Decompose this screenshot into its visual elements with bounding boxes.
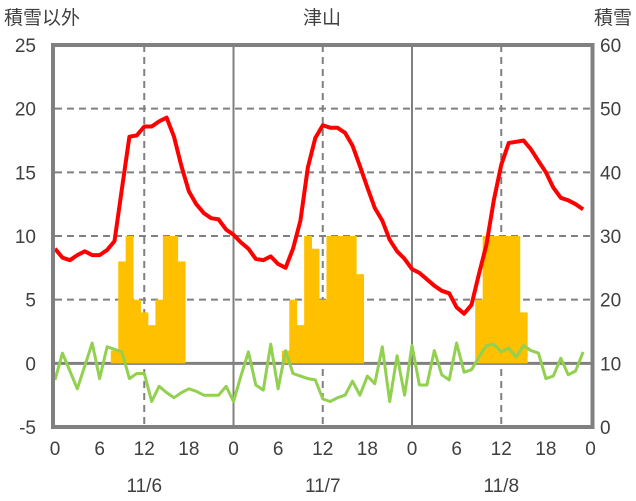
right-tick-label: 0 xyxy=(600,418,611,439)
left-tick-label: 20 xyxy=(15,100,36,121)
right-tick-label: 50 xyxy=(600,100,621,121)
right-tick-label: 10 xyxy=(600,354,621,375)
bar xyxy=(333,236,342,364)
bar xyxy=(140,312,149,364)
plot-frame xyxy=(51,43,595,429)
plot-border xyxy=(51,43,595,429)
x-hour-tick-label: 0 xyxy=(228,439,239,460)
date-label: 11/7 xyxy=(305,476,341,497)
bar xyxy=(326,236,335,364)
bar xyxy=(170,236,179,364)
x-hour-tick-label: 6 xyxy=(94,439,105,460)
bar xyxy=(497,236,506,364)
left-tick-label: -5 xyxy=(19,418,36,439)
right-tick-label: 20 xyxy=(600,291,621,312)
bar xyxy=(162,236,171,364)
left-axis-label: 積雪以外 xyxy=(4,7,80,29)
bar xyxy=(311,248,320,364)
x-hour-tick-label: 18 xyxy=(357,439,378,460)
x-hour-tick-label: 0 xyxy=(407,439,418,460)
bar xyxy=(155,299,164,364)
right-axis-label: 積雪 xyxy=(594,7,632,29)
left-tick-label: 10 xyxy=(15,227,36,248)
bar xyxy=(504,236,513,364)
bar xyxy=(125,236,134,364)
bar xyxy=(512,236,521,364)
line-series xyxy=(53,115,585,403)
bar xyxy=(490,236,498,364)
x-hour-tick-label: 12 xyxy=(312,439,333,460)
bar xyxy=(296,325,305,364)
left-tick-label: 15 xyxy=(15,163,36,184)
right-tick-label: 30 xyxy=(600,227,621,248)
x-hour-tick-label: 6 xyxy=(451,439,462,460)
green-line xyxy=(53,341,585,403)
bar xyxy=(341,236,350,364)
bar xyxy=(177,261,186,364)
x-hour-tick-label: 12 xyxy=(491,439,512,460)
bar xyxy=(133,299,141,364)
left-tick-label: 5 xyxy=(25,291,36,312)
bar xyxy=(289,299,298,364)
bar xyxy=(147,325,156,364)
bar xyxy=(356,274,365,364)
x-hour-tick-label: 6 xyxy=(273,439,284,460)
date-label: 11/8 xyxy=(483,476,519,497)
bar xyxy=(475,299,484,364)
bar xyxy=(110,350,119,364)
right-tick-label: 60 xyxy=(600,36,621,57)
left-tick-label: 25 xyxy=(15,36,36,57)
bar xyxy=(482,236,491,364)
x-hour-tick-label: 18 xyxy=(535,439,556,460)
x-hour-tick-label: 18 xyxy=(178,439,199,460)
x-hour-tick-label: 0 xyxy=(585,439,596,460)
bar xyxy=(319,299,327,364)
bar xyxy=(348,236,357,364)
bar xyxy=(519,312,528,364)
bar xyxy=(304,236,312,364)
x-hour-tick-label: 12 xyxy=(134,439,155,460)
red-line xyxy=(53,115,585,316)
bar xyxy=(118,261,127,364)
right-tick-label: 40 xyxy=(600,163,621,184)
x-hour-tick-label: 0 xyxy=(50,439,61,460)
chart-title: 津山 xyxy=(303,7,341,29)
left-tick-label: 0 xyxy=(25,354,36,375)
date-label: 11/6 xyxy=(126,476,162,497)
